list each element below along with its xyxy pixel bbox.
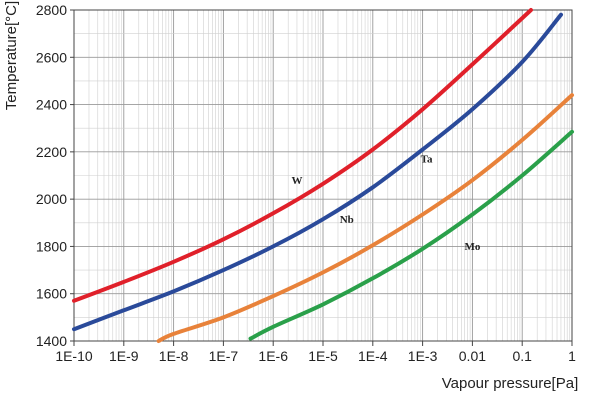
x-tick-label: 0.1 (512, 348, 532, 364)
x-tick-label: 1E-4 (358, 348, 388, 364)
series-line-w (72, 8, 533, 303)
x-tick-label: 1E-6 (258, 348, 288, 364)
series-line-nb (156, 93, 574, 343)
y-tick-label: 2000 (36, 191, 67, 207)
y-tick-label: 2400 (36, 97, 67, 113)
grid (73, 9, 573, 342)
series-label-w: W (291, 175, 302, 187)
x-tick-labels: 1E-10 1E-9 1E-8 1E-7 1E-6 1E-5 1E-4 1E-3 0.01 0.1… (55, 341, 576, 364)
x-tick-label: 1E-10 (55, 348, 93, 364)
series-lines (72, 8, 574, 343)
series-label-ta: Ta (421, 153, 433, 165)
x-tick-label: 1 (568, 348, 576, 364)
x-tick-label: 1E-9 (109, 348, 139, 364)
y-tick-label: 2200 (36, 144, 67, 160)
y-tick-label: 2800 (36, 2, 67, 18)
y-axis-title: Temperature[°C] (3, 1, 20, 110)
x-axis-title: Vapour pressure[Pa] (442, 375, 578, 392)
x-tick-label: 1E-3 (408, 348, 438, 364)
series-labels: W Ta Nb Mo (291, 153, 480, 252)
x-tick-label: 1E-5 (308, 348, 338, 364)
y-tick-label: 2600 (36, 49, 67, 65)
series-label-nb: Nb (340, 214, 354, 226)
y-tick-label: 1800 (36, 238, 67, 254)
x-tick-label: 0.01 (459, 348, 486, 364)
x-tick-label: 1E-7 (209, 348, 239, 364)
y-tick-labels: 1400 1600 1800 2000 2200 2400 2600 2800 (36, 2, 74, 349)
series-line-mo (248, 129, 574, 341)
x-tick-label: 1E-8 (159, 348, 189, 364)
y-tick-label: 1600 (36, 286, 67, 302)
y-tick-label: 1400 (36, 333, 67, 349)
series-line-ta (72, 12, 563, 332)
series-label-mo: Mo (464, 241, 480, 253)
